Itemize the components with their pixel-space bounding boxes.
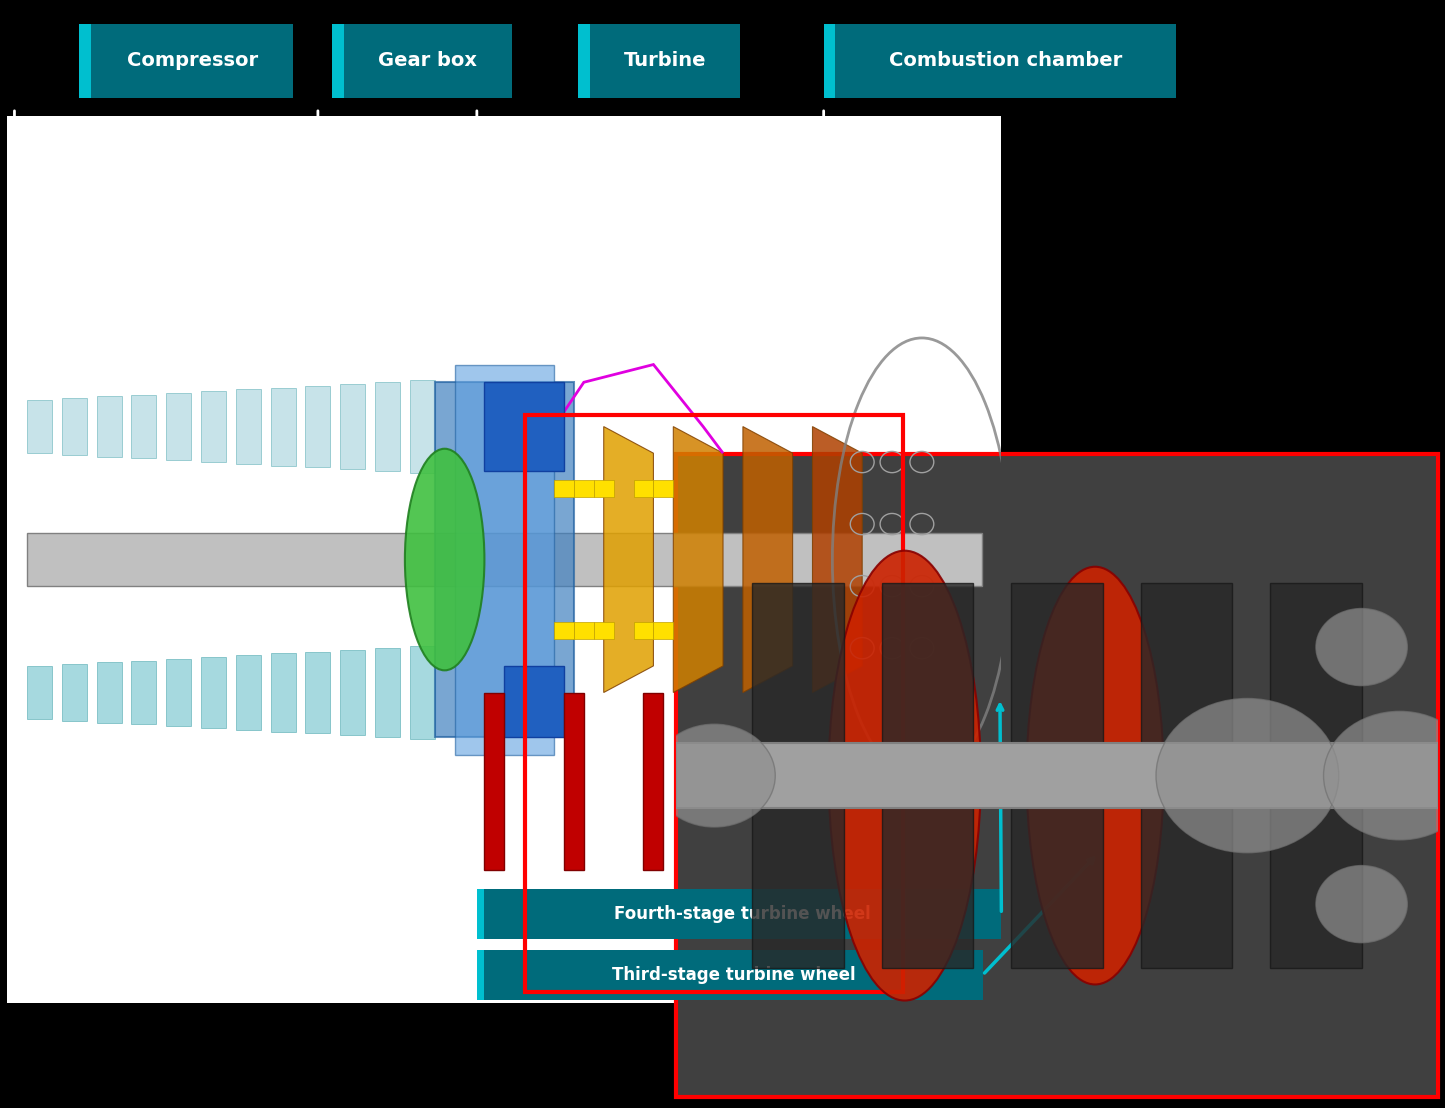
Bar bbox=[525, 416, 903, 992]
Bar bbox=[270, 654, 296, 731]
Text: Turbine: Turbine bbox=[623, 51, 707, 71]
Bar bbox=[410, 646, 435, 739]
Bar bbox=[594, 622, 614, 639]
FancyBboxPatch shape bbox=[835, 24, 1176, 98]
Polygon shape bbox=[604, 427, 653, 692]
Bar bbox=[643, 692, 663, 870]
Polygon shape bbox=[743, 427, 793, 692]
FancyBboxPatch shape bbox=[79, 24, 91, 98]
Bar bbox=[236, 389, 260, 464]
Bar bbox=[131, 394, 156, 459]
Circle shape bbox=[653, 725, 776, 827]
Bar bbox=[97, 663, 121, 722]
Bar bbox=[484, 382, 564, 471]
Bar bbox=[1270, 583, 1361, 968]
FancyBboxPatch shape bbox=[477, 950, 486, 999]
Bar bbox=[574, 622, 594, 639]
FancyBboxPatch shape bbox=[91, 24, 293, 98]
Bar bbox=[201, 657, 225, 728]
Bar bbox=[340, 384, 366, 469]
Polygon shape bbox=[673, 427, 722, 692]
FancyBboxPatch shape bbox=[484, 889, 1001, 940]
Bar bbox=[633, 480, 653, 497]
Bar bbox=[653, 480, 673, 497]
FancyBboxPatch shape bbox=[7, 116, 1001, 1003]
Bar bbox=[62, 398, 87, 455]
Bar bbox=[340, 650, 366, 735]
Ellipse shape bbox=[405, 449, 484, 670]
Bar bbox=[305, 652, 331, 733]
Bar bbox=[166, 393, 191, 460]
Text: Combustion chamber: Combustion chamber bbox=[889, 51, 1123, 71]
Bar bbox=[1011, 583, 1103, 968]
FancyBboxPatch shape bbox=[477, 889, 486, 940]
Bar bbox=[435, 382, 574, 737]
Bar bbox=[201, 391, 225, 462]
Circle shape bbox=[1316, 865, 1407, 943]
Bar bbox=[753, 583, 844, 968]
Polygon shape bbox=[812, 427, 863, 692]
FancyBboxPatch shape bbox=[824, 24, 835, 98]
Circle shape bbox=[1156, 698, 1338, 853]
Bar bbox=[236, 655, 260, 730]
Bar bbox=[270, 388, 296, 465]
FancyBboxPatch shape bbox=[344, 24, 512, 98]
FancyBboxPatch shape bbox=[484, 950, 983, 999]
Bar bbox=[97, 397, 121, 456]
Bar bbox=[594, 480, 614, 497]
Bar bbox=[653, 622, 673, 639]
FancyBboxPatch shape bbox=[578, 24, 590, 98]
Bar bbox=[484, 692, 504, 870]
Bar bbox=[553, 622, 574, 639]
Text: Compressor: Compressor bbox=[127, 51, 257, 71]
Bar bbox=[504, 666, 564, 737]
Bar bbox=[455, 365, 553, 755]
Ellipse shape bbox=[1026, 567, 1163, 985]
Bar bbox=[376, 648, 400, 737]
Bar bbox=[376, 382, 400, 471]
Text: Gear box: Gear box bbox=[379, 51, 477, 71]
Bar bbox=[633, 622, 653, 639]
Bar bbox=[1140, 583, 1233, 968]
Circle shape bbox=[1324, 711, 1445, 840]
Bar bbox=[62, 664, 87, 721]
FancyBboxPatch shape bbox=[676, 454, 1438, 1097]
Bar bbox=[305, 386, 331, 468]
Bar bbox=[131, 660, 156, 725]
Circle shape bbox=[1316, 608, 1407, 686]
Bar bbox=[574, 480, 594, 497]
Bar bbox=[27, 666, 52, 719]
Bar bbox=[27, 400, 52, 453]
Text: Third-stage turbine wheel: Third-stage turbine wheel bbox=[611, 966, 855, 984]
Bar bbox=[410, 380, 435, 473]
Bar bbox=[564, 692, 584, 870]
Ellipse shape bbox=[828, 551, 981, 1001]
Bar bbox=[27, 533, 981, 586]
FancyBboxPatch shape bbox=[332, 24, 344, 98]
Text: Fourth-stage turbine wheel: Fourth-stage turbine wheel bbox=[614, 905, 871, 923]
Bar bbox=[881, 583, 974, 968]
Bar bbox=[166, 659, 191, 726]
FancyBboxPatch shape bbox=[590, 24, 740, 98]
Bar bbox=[553, 480, 574, 497]
Bar bbox=[676, 743, 1438, 808]
